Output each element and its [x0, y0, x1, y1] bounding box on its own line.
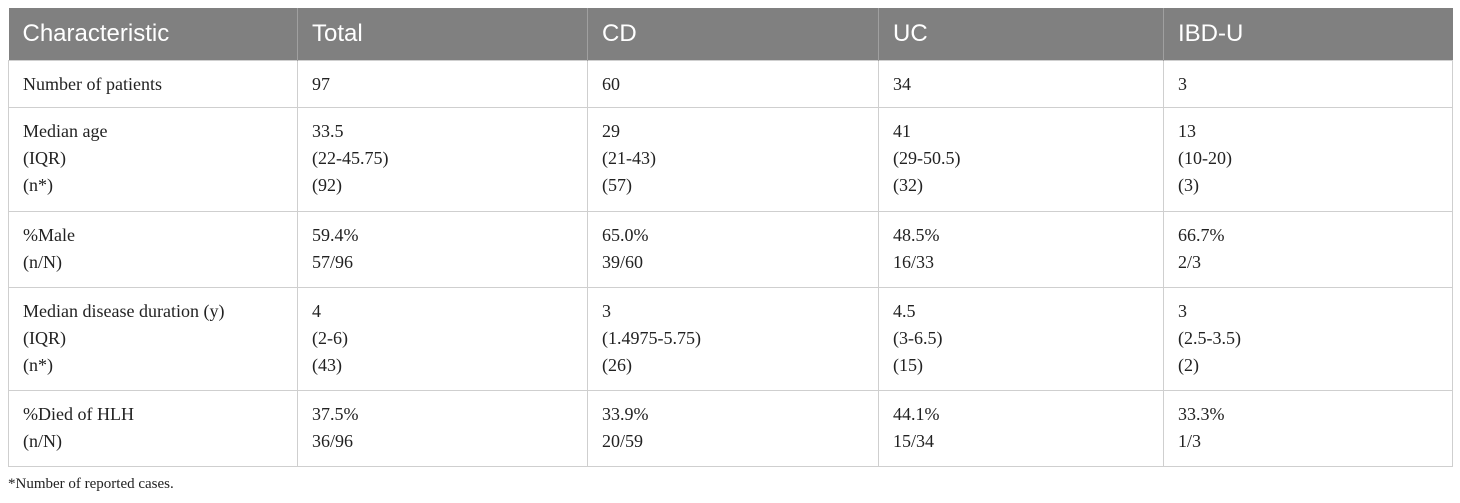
- data-table: Characteristic Total CD UC IBD-U Number of p…: [8, 8, 1453, 467]
- cell-line: (32): [893, 175, 923, 195]
- cell-line: 33.9%: [602, 404, 649, 424]
- cell-line: 4: [312, 301, 321, 321]
- table-row: Number of patients 97 60 34 3: [8, 60, 1453, 108]
- table-cell: 4 (2-6) (43): [297, 287, 588, 391]
- cell-line: 3: [1178, 74, 1187, 94]
- cell-line: (2): [1178, 355, 1199, 375]
- cell-line: (21-43): [602, 148, 656, 168]
- table-cell: Number of patients: [8, 60, 298, 108]
- cell-line: 39/60: [602, 252, 644, 272]
- cell-line: (22-45.75): [312, 148, 389, 168]
- cell-line: (n/N): [23, 252, 62, 272]
- table-row: Median disease duration (y) (IQR) (n*) 4 (2-…: [8, 287, 1453, 391]
- table-cell: 3 (2.5-3.5) (2): [1163, 287, 1453, 391]
- cell-line: (29-50.5): [893, 148, 961, 168]
- cell-line: (IQR): [23, 328, 66, 348]
- cell-line: 66.7%: [1178, 225, 1225, 245]
- cell-line: 37.5%: [312, 404, 359, 424]
- table-cell: 29 (21-43) (57): [587, 107, 879, 212]
- table-cell: 4.5 (3-6.5) (15): [878, 287, 1164, 391]
- cell-line: (10-20): [1178, 148, 1232, 168]
- cell-line: 33.5: [312, 121, 344, 141]
- cell-line: (1.4975-5.75): [602, 328, 701, 348]
- cell-line: 34: [893, 74, 911, 94]
- cell-line: %Died of HLH: [23, 404, 134, 424]
- cell-line: (2-6): [312, 328, 348, 348]
- cell-line: 29: [602, 121, 620, 141]
- cell-line: 20/59: [602, 431, 644, 451]
- cell-line: (3-6.5): [893, 328, 943, 348]
- table-cell: Median age (IQR) (n*): [8, 107, 298, 212]
- table-cell: 48.5% 16/33: [878, 211, 1164, 288]
- cell-line: 59.4%: [312, 225, 359, 245]
- table-cell: 33.9% 20/59: [587, 390, 879, 467]
- cell-line: Number of patients: [23, 74, 162, 94]
- cell-line: (2.5-3.5): [1178, 328, 1241, 348]
- table-cell: 33.5 (22-45.75) (92): [297, 107, 588, 212]
- cell-line: 33.3%: [1178, 404, 1225, 424]
- table-cell: 33.3% 1/3: [1163, 390, 1453, 467]
- table-row: %Male (n/N) 59.4% 57/96 65.0% 39/60 48.5% 16/33…: [8, 211, 1453, 288]
- table-cell: 3 (1.4975-5.75) (26): [587, 287, 879, 391]
- cell-line: (26): [602, 355, 632, 375]
- table-cell: Median disease duration (y) (IQR) (n*): [8, 287, 298, 391]
- cell-line: (15): [893, 355, 923, 375]
- header-row: Characteristic Total CD UC IBD-U: [8, 8, 1453, 61]
- cell-line: 60: [602, 74, 620, 94]
- table-cell: %Male (n/N): [8, 211, 298, 288]
- cell-line: (n/N): [23, 431, 62, 451]
- table-row: %Died of HLH (n/N) 37.5% 36/96 33.9% 20/59 44.…: [8, 390, 1453, 467]
- cell-line: 48.5%: [893, 225, 940, 245]
- header-cell: CD: [587, 8, 879, 61]
- cell-line: 97: [312, 74, 330, 94]
- table-cell: 59.4% 57/96: [297, 211, 588, 288]
- cell-line: (92): [312, 175, 342, 195]
- table-cell: 41 (29-50.5) (32): [878, 107, 1164, 212]
- cell-line: Median disease duration (y): [23, 301, 225, 321]
- header-cell: Characteristic: [8, 8, 298, 61]
- table-cell: 37.5% 36/96: [297, 390, 588, 467]
- cell-line: 4.5: [893, 301, 916, 321]
- cell-line: (43): [312, 355, 342, 375]
- header-cell: Total: [297, 8, 588, 61]
- cell-line: 3: [1178, 301, 1187, 321]
- table-cell: 34: [878, 60, 1164, 108]
- table-row: Median age (IQR) (n*) 33.5 (22-45.75) (92) 29 (…: [8, 107, 1453, 212]
- cell-line: 15/34: [893, 431, 935, 451]
- cell-line: 13: [1178, 121, 1196, 141]
- cell-line: 44.1%: [893, 404, 940, 424]
- table-cell: 66.7% 2/3: [1163, 211, 1453, 288]
- cell-line: 36/96: [312, 431, 354, 451]
- table-cell: 65.0% 39/60: [587, 211, 879, 288]
- header-cell: IBD-U: [1163, 8, 1453, 61]
- cell-line: (57): [602, 175, 632, 195]
- table-body: Number of patients 97 60 34 3 Median age (IQR)…: [8, 60, 1453, 467]
- cell-line: 16/33: [893, 252, 935, 272]
- table-cell: 3: [1163, 60, 1453, 108]
- footnote: *Number of reported cases.: [8, 476, 174, 492]
- cell-line: (IQR): [23, 148, 66, 168]
- cell-line: %Male: [23, 225, 75, 245]
- cell-line: 2/3: [1178, 252, 1202, 272]
- cell-line: 3: [602, 301, 611, 321]
- table-cell: %Died of HLH (n/N): [8, 390, 298, 467]
- table-cell: 13 (10-20) (3): [1163, 107, 1453, 212]
- cell-line: 65.0%: [602, 225, 649, 245]
- cell-line: 41: [893, 121, 911, 141]
- table-cell: 60: [587, 60, 879, 108]
- table-cell: 44.1% 15/34: [878, 390, 1164, 467]
- cell-line: (3): [1178, 175, 1199, 195]
- cell-line: 1/3: [1178, 431, 1202, 451]
- cell-line: (n*): [23, 175, 53, 195]
- cell-line: (n*): [23, 355, 53, 375]
- cell-line: Median age: [23, 121, 108, 141]
- table-cell: 97: [297, 60, 588, 108]
- header-cell: UC: [878, 8, 1164, 61]
- cell-line: 57/96: [312, 252, 354, 272]
